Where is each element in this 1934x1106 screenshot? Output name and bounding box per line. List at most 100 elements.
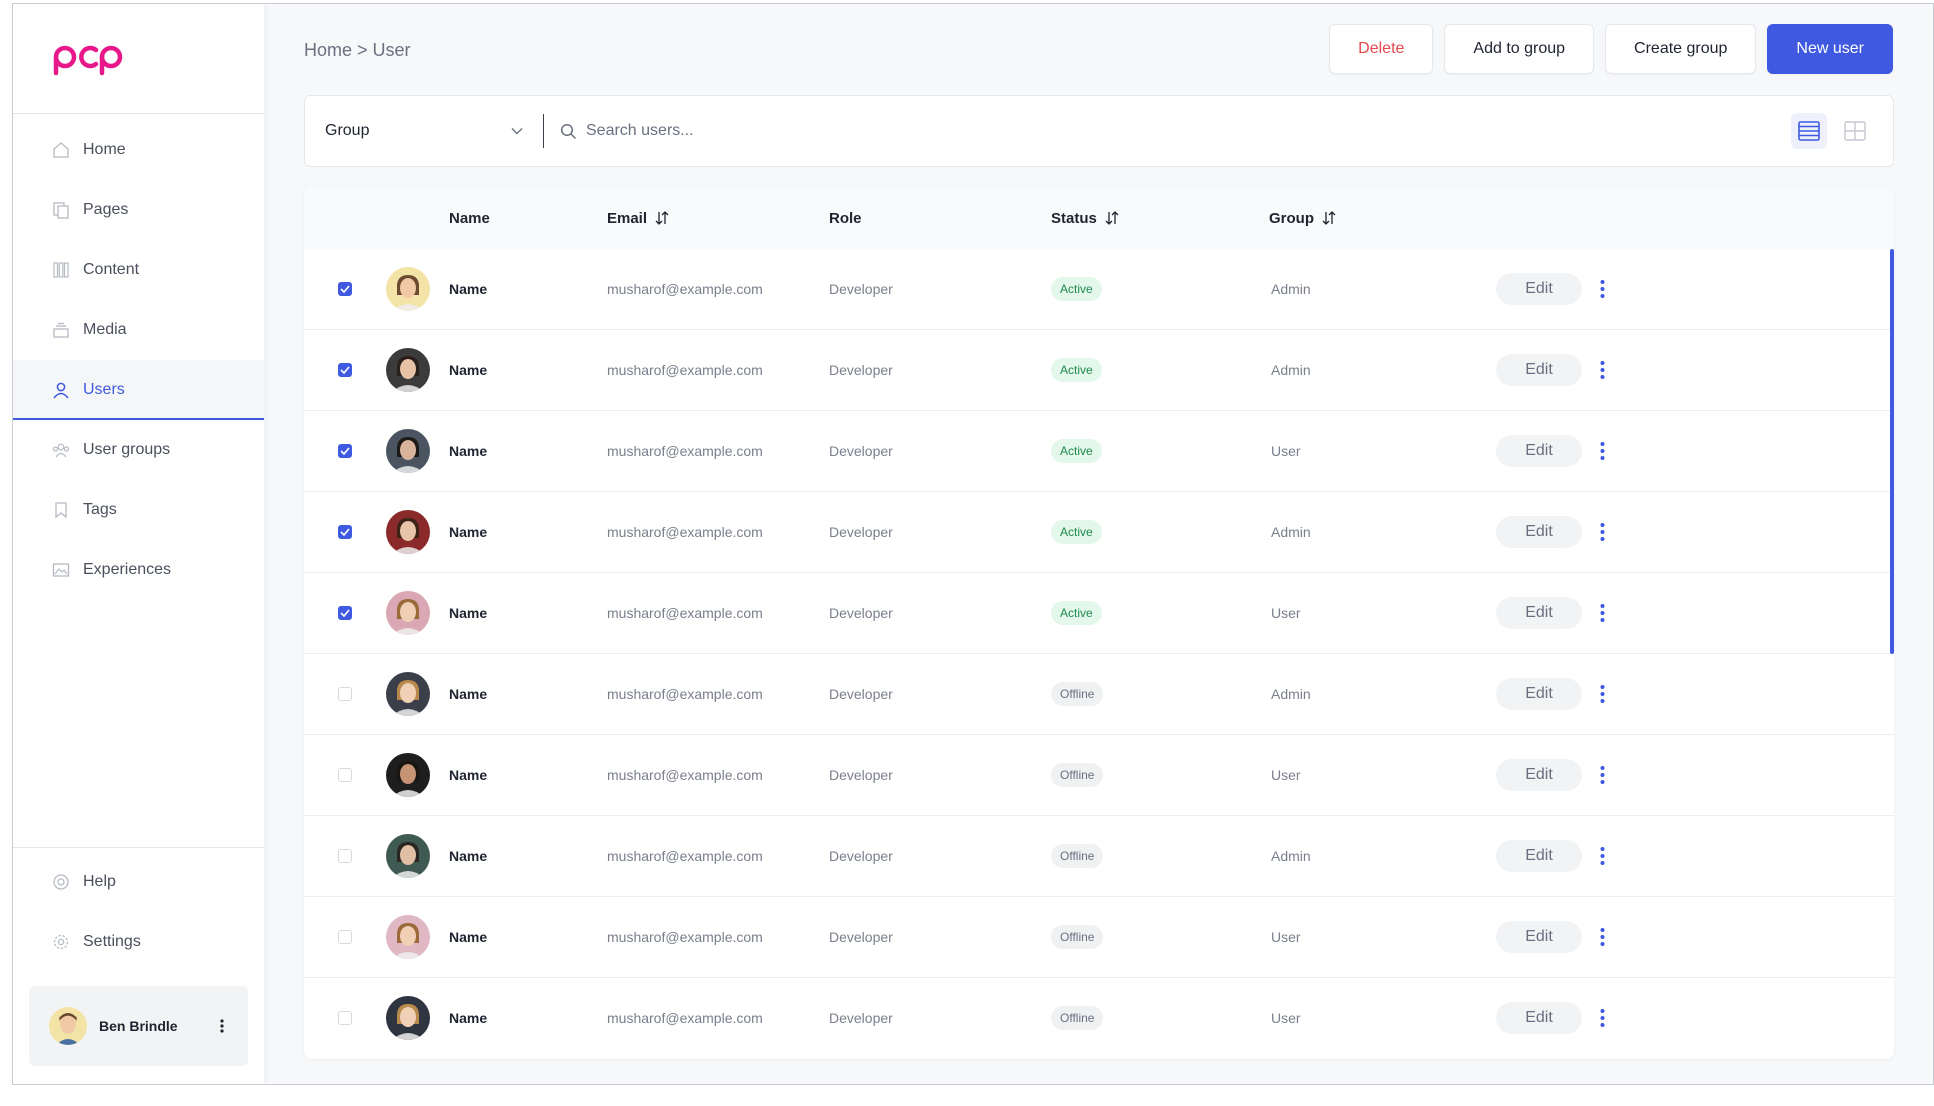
sidebar: Home Pages Content Media Users User groups Tag… (13, 4, 264, 1084)
user-name: Name (449, 848, 488, 864)
sidebar-item-settings[interactable]: Settings (13, 912, 264, 972)
search-input[interactable] (586, 122, 1186, 140)
edit-button[interactable]: Edit (1496, 921, 1582, 953)
user-email: musharof@example.com (607, 767, 763, 783)
user-email: musharof@example.com (607, 362, 763, 378)
sidebar-item-pages[interactable]: Pages (13, 180, 264, 240)
avatar (386, 753, 430, 797)
sidebar-item-label: Tags (83, 501, 117, 518)
status-badge: Offline (1051, 844, 1104, 868)
column-group[interactable]: Group (1269, 187, 1336, 249)
sort-icon[interactable] (1105, 211, 1119, 225)
more-options-icon[interactable] (210, 1019, 234, 1033)
sidebar-item-home[interactable]: Home (13, 120, 264, 180)
user-group: Admin (1271, 686, 1311, 702)
table-row[interactable]: Name musharof@example.com Developer Offline… (304, 978, 1894, 1059)
grid-view-button[interactable] (1837, 113, 1873, 149)
experiences-icon (51, 560, 71, 580)
more-options-icon[interactable] (1592, 840, 1612, 872)
avatar (386, 348, 430, 392)
user-role: Developer (829, 848, 893, 864)
user-name: Name (449, 443, 488, 459)
edit-button[interactable]: Edit (1496, 759, 1582, 791)
edit-button[interactable]: Edit (1496, 678, 1582, 710)
sidebar-item-user-groups[interactable]: User groups (13, 420, 264, 480)
user-group: User (1271, 1010, 1301, 1026)
row-checkbox[interactable] (338, 768, 352, 782)
edit-button[interactable]: Edit (1496, 273, 1582, 305)
sidebar-item-label: Help (83, 873, 116, 890)
sidebar-item-label: User groups (83, 441, 171, 458)
more-options-icon[interactable] (1592, 1002, 1612, 1034)
more-options-icon[interactable] (1592, 921, 1612, 953)
edit-button[interactable]: Edit (1496, 597, 1582, 629)
edit-button[interactable]: Edit (1496, 1002, 1582, 1034)
row-checkbox[interactable] (338, 687, 352, 701)
row-checkbox[interactable] (338, 849, 352, 863)
sidebar-item-label: Home (83, 141, 126, 158)
grid-view-icon (1844, 121, 1866, 141)
table-row[interactable]: Name musharof@example.com Developer Offline… (304, 816, 1894, 897)
avatar (49, 1007, 87, 1045)
more-options-icon[interactable] (1592, 597, 1612, 629)
sidebar-item-label: Pages (83, 201, 129, 218)
row-checkbox[interactable] (338, 930, 352, 944)
sidebar-item-label: Media (83, 321, 127, 338)
create-group-button[interactable]: Create group (1605, 24, 1757, 74)
sidebar-item-help[interactable]: Help (13, 852, 264, 912)
more-options-icon[interactable] (1592, 435, 1612, 467)
list-view-button[interactable] (1791, 113, 1827, 149)
edit-button[interactable]: Edit (1496, 840, 1582, 872)
more-options-icon[interactable] (1592, 759, 1612, 791)
sidebar-item-label: Users (83, 381, 125, 398)
table-row[interactable]: Name musharof@example.com Developer Offline… (304, 654, 1894, 735)
tag-icon (51, 500, 71, 520)
scrollbar[interactable] (1890, 249, 1894, 654)
avatar (386, 267, 430, 311)
row-checkbox[interactable] (338, 282, 352, 296)
add-to-group-button[interactable]: Add to group (1444, 24, 1595, 74)
table-row[interactable]: Name musharof@example.com Developer Active A… (304, 330, 1894, 411)
user-email: musharof@example.com (607, 686, 763, 702)
sidebar-item-tags[interactable]: Tags (13, 480, 264, 540)
column-email[interactable]: Email (607, 187, 669, 249)
sidebar-item-experiences[interactable]: Experiences (13, 540, 264, 600)
sort-icon[interactable] (655, 211, 669, 225)
row-checkbox[interactable] (338, 525, 352, 539)
column-status[interactable]: Status (1051, 187, 1119, 249)
brand-logo[interactable] (13, 4, 264, 114)
group-select[interactable]: Group (305, 96, 543, 166)
sort-icon[interactable] (1322, 211, 1336, 225)
table-row[interactable]: Name musharof@example.com Developer Active A… (304, 249, 1894, 330)
user-role: Developer (829, 767, 893, 783)
current-user-name: Ben Brindle (99, 1018, 178, 1034)
user-group: Admin (1271, 848, 1311, 864)
user-group: User (1271, 443, 1301, 459)
more-options-icon[interactable] (1592, 678, 1612, 710)
current-user-card[interactable]: Ben Brindle (29, 986, 248, 1066)
status-badge: Offline (1051, 763, 1104, 787)
table-row[interactable]: Name musharof@example.com Developer Active A… (304, 492, 1894, 573)
sidebar-item-users[interactable]: Users (13, 360, 264, 420)
edit-button[interactable]: Edit (1496, 516, 1582, 548)
more-options-icon[interactable] (1592, 354, 1612, 386)
table-row[interactable]: Name musharof@example.com Developer Active U… (304, 411, 1894, 492)
row-checkbox[interactable] (338, 606, 352, 620)
table-row[interactable]: Name musharof@example.com Developer Offline… (304, 735, 1894, 816)
user-role: Developer (829, 686, 893, 702)
new-user-button[interactable]: New user (1767, 24, 1893, 74)
delete-button[interactable]: Delete (1329, 24, 1434, 74)
row-checkbox[interactable] (338, 444, 352, 458)
table-row[interactable]: Name musharof@example.com Developer Active U… (304, 573, 1894, 654)
more-options-icon[interactable] (1592, 516, 1612, 548)
more-options-icon[interactable] (1592, 273, 1612, 305)
sidebar-item-media[interactable]: Media (13, 300, 264, 360)
user-email: musharof@example.com (607, 929, 763, 945)
table-row[interactable]: Name musharof@example.com Developer Offline… (304, 897, 1894, 978)
sidebar-item-content[interactable]: Content (13, 240, 264, 300)
row-checkbox[interactable] (338, 363, 352, 377)
status-badge: Active (1051, 520, 1102, 544)
edit-button[interactable]: Edit (1496, 435, 1582, 467)
edit-button[interactable]: Edit (1496, 354, 1582, 386)
row-checkbox[interactable] (338, 1011, 352, 1025)
